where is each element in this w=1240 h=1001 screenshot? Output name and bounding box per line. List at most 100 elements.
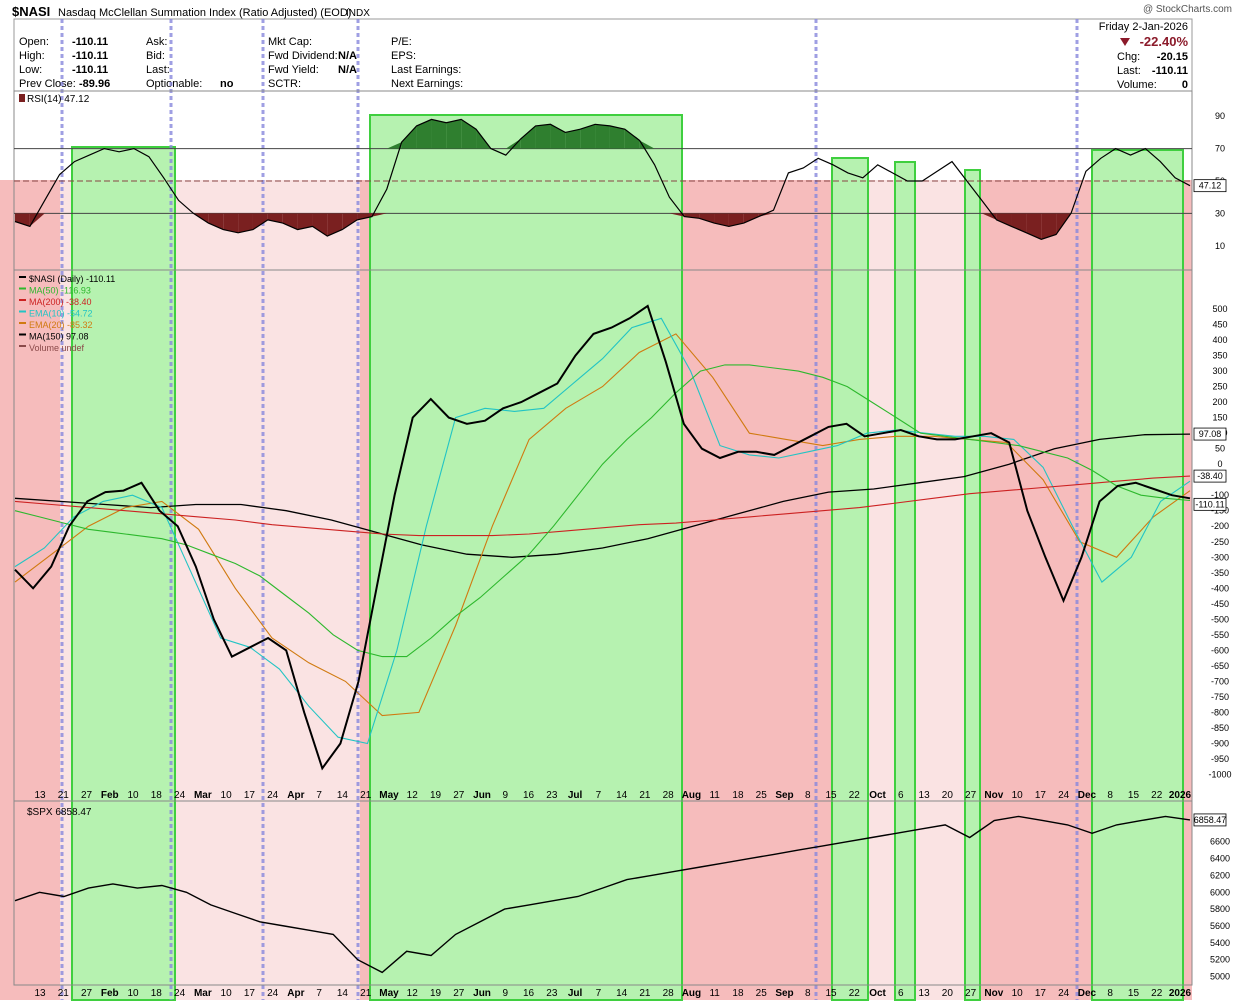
nasi-x-tick: 21 bbox=[58, 790, 70, 801]
nasi-x-tick: 10 bbox=[127, 790, 139, 801]
nasi-tick: -300 bbox=[1211, 552, 1229, 562]
rsi-oversold-fill bbox=[342, 213, 358, 230]
spx-tick: 5000 bbox=[1210, 972, 1230, 982]
nasi-x-tick: Feb bbox=[101, 790, 119, 801]
nasi-x-tick: 25 bbox=[756, 790, 768, 801]
spx-x-tick: 21 bbox=[360, 988, 372, 999]
nasi-x-tick: 6 bbox=[898, 790, 904, 801]
spx-x-tick: 24 bbox=[1058, 988, 1070, 999]
zone-band bbox=[980, 180, 1092, 1000]
nasi-x-tick: 20 bbox=[942, 790, 954, 801]
nasi-tick: 0 bbox=[1217, 459, 1222, 469]
quote-panel: Open: -110.11 High: -110.11 Low: -110.11… bbox=[13, 18, 1193, 92]
legend-item: MA(150) 97.08 bbox=[29, 332, 89, 342]
series--nasi-daily- bbox=[14, 304, 1191, 771]
spx-x-tick: Feb bbox=[101, 988, 119, 999]
pe-label: P/E: bbox=[391, 36, 412, 48]
nasi-tick: -100 bbox=[1211, 490, 1229, 500]
axis-labels: 9070503010500450400350300250200150100500… bbox=[34, 111, 1231, 999]
rsi-overbought-fill bbox=[446, 119, 462, 149]
rsi-oversold-fill bbox=[1026, 213, 1042, 240]
nasi-x-tick: 13 bbox=[34, 790, 46, 801]
nasi-last-label: -110.11 bbox=[1193, 497, 1227, 511]
rsi-oversold-fill bbox=[357, 213, 372, 220]
spx-x-tick: 12 bbox=[407, 988, 419, 999]
nasi-tick: -850 bbox=[1211, 723, 1229, 733]
nasi-legend: $NASI (Daily) -110.11 MA(50) -116.93MA(20… bbox=[19, 274, 115, 353]
nasi-tick: 150 bbox=[1212, 413, 1227, 423]
series-ma-150- bbox=[14, 433, 1191, 558]
rsi-overbought-fill bbox=[520, 125, 536, 149]
spx-x-tick: 8 bbox=[1107, 988, 1113, 999]
nasi-tick: 400 bbox=[1212, 335, 1227, 345]
rsi-overbought-fill bbox=[624, 129, 640, 149]
spx-line bbox=[14, 815, 1191, 974]
high-value: -110.11 bbox=[72, 50, 108, 62]
rsi-oversold-fill bbox=[1041, 213, 1057, 240]
pct-change: -22.40% bbox=[1140, 34, 1189, 49]
optionable-value: no bbox=[220, 78, 234, 90]
spx-x-tick: 20 bbox=[942, 988, 954, 999]
spx-x-tick: Oct bbox=[869, 988, 886, 999]
ma150-label: 97.08 bbox=[1193, 427, 1227, 441]
nasi-last-label-box bbox=[1193, 497, 1227, 511]
ma200-label-text: -38.40 bbox=[1197, 471, 1223, 481]
nasi-x-tick: 24 bbox=[174, 790, 186, 801]
spx-x-tick: Mar bbox=[194, 988, 212, 999]
nasi-tick: -550 bbox=[1211, 630, 1229, 640]
spx-x-tick: 22 bbox=[849, 988, 861, 999]
spx-x-tick: 19 bbox=[430, 988, 442, 999]
nasi-x-tick: 10 bbox=[221, 790, 233, 801]
spx-x-tick: Jul bbox=[568, 988, 583, 999]
rsi-oversold-fill bbox=[208, 213, 224, 230]
zone-shading bbox=[0, 19, 1192, 1001]
legend-swatch bbox=[19, 299, 26, 301]
spx-x-tick: 10 bbox=[221, 988, 233, 999]
nasi-x-tick: Mar bbox=[194, 790, 212, 801]
nasi-tick: -950 bbox=[1211, 754, 1229, 764]
legend-swatch bbox=[19, 333, 26, 336]
rsi-oversold-fill bbox=[252, 213, 268, 230]
open-label: Open: bbox=[19, 36, 49, 48]
spx-x-tick: Aug bbox=[682, 988, 701, 999]
nasi-x-tick: Jun bbox=[473, 790, 491, 801]
nasi-x-tick: 9 bbox=[503, 790, 509, 801]
spx-last-label: 6858.47 bbox=[1193, 813, 1227, 827]
rsi-oversold-fill bbox=[996, 213, 1012, 227]
spx-x-tick: 24 bbox=[267, 988, 279, 999]
ask-label: Ask: bbox=[146, 36, 167, 48]
bid-label: Bid: bbox=[146, 50, 165, 62]
nasi-x-tick: Sep bbox=[775, 790, 793, 801]
nasi-x-tick: Aug bbox=[682, 790, 701, 801]
spx-tick: 5600 bbox=[1210, 921, 1230, 931]
legend-swatch bbox=[19, 287, 26, 290]
legend-item: Volume undef bbox=[29, 343, 85, 353]
nasi-last-label-text: -110.11 bbox=[1195, 499, 1224, 509]
spx-x-tick: Sep bbox=[775, 988, 793, 999]
legend-item: EMA(10) -54.72 bbox=[29, 309, 93, 319]
nasi-x-tick: 18 bbox=[151, 790, 163, 801]
spx-x-tick: Jun bbox=[473, 988, 491, 999]
nasi-x-tick: 13 bbox=[919, 790, 931, 801]
rsi-oversold-fill bbox=[223, 213, 239, 233]
green-zone bbox=[831, 157, 869, 1001]
panel-titles: RSI(14) 47.12 $SPX 6858.47 bbox=[19, 94, 92, 818]
rsi-overbought-fill bbox=[401, 125, 417, 149]
nasi-tick: -250 bbox=[1211, 537, 1229, 547]
spx-x-tick: 14 bbox=[337, 988, 349, 999]
nasi-x-tick: 14 bbox=[337, 790, 349, 801]
legend-item: MA(50) -116.93 bbox=[29, 286, 91, 296]
nasi-x-tick: 7 bbox=[596, 790, 602, 801]
spx-x-tick: 28 bbox=[663, 988, 675, 999]
fwd-dividend-label: Fwd Dividend: bbox=[268, 50, 338, 62]
nasi-x-tick: 22 bbox=[849, 790, 861, 801]
nasi-x-tick: 11 bbox=[709, 790, 720, 801]
symbol[interactable]: $NASI bbox=[12, 4, 50, 19]
rsi-oversold-fill bbox=[758, 213, 774, 217]
spx-tick: 6400 bbox=[1210, 854, 1230, 864]
spx-x-tick: 14 bbox=[616, 988, 628, 999]
sctr-label: SCTR: bbox=[268, 78, 301, 90]
rsi-overbought-fill bbox=[416, 119, 432, 149]
nasi-tick: -600 bbox=[1211, 645, 1229, 655]
spx-x-tick: 13 bbox=[919, 988, 931, 999]
